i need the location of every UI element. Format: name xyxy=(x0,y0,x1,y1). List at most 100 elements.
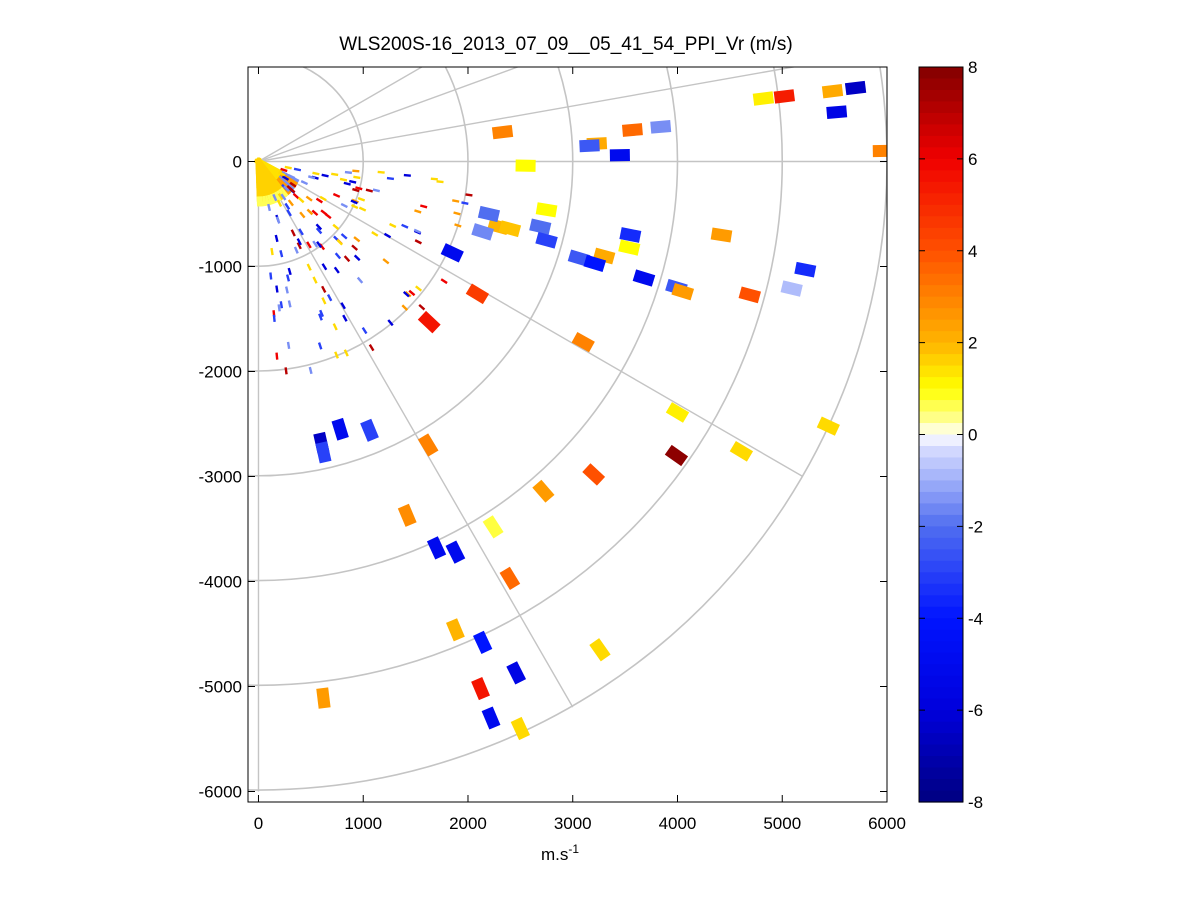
sparse-gate xyxy=(377,170,385,174)
sparse-gate xyxy=(340,302,346,310)
sparse-gate xyxy=(402,290,410,298)
sparse-gate xyxy=(352,187,360,193)
velocity-point xyxy=(710,227,733,243)
colorbar-band xyxy=(919,664,963,677)
sparse-gate xyxy=(408,289,416,297)
sparse-gate xyxy=(336,238,344,246)
sparse-gate xyxy=(352,169,360,173)
sparse-gate xyxy=(275,216,281,224)
colorbar-band xyxy=(919,411,963,424)
sparse-gate xyxy=(306,241,312,249)
sparse-gate xyxy=(454,223,462,228)
sparse-gate xyxy=(334,252,342,260)
colorbar-band xyxy=(919,342,963,355)
colorbar-tick-label: -8 xyxy=(968,793,983,812)
sparse-gate xyxy=(305,195,313,202)
velocity-point xyxy=(589,638,611,662)
velocity-point xyxy=(445,540,466,564)
colorbar-tick-label: 2 xyxy=(968,334,977,353)
colorbar-band xyxy=(919,112,963,126)
x-tick-label: 0 xyxy=(254,814,263,833)
colorbar-tick-label: -6 xyxy=(968,701,983,720)
sparse-gate xyxy=(306,208,314,216)
colorbar-band xyxy=(919,687,963,700)
x-tick-label: 1000 xyxy=(344,814,382,833)
sparse-gate xyxy=(272,314,276,322)
colorbar-band xyxy=(919,756,963,769)
velocity-point xyxy=(445,618,465,642)
sparse-gate xyxy=(383,232,392,239)
sparse-gate xyxy=(389,222,397,229)
sparse-gate xyxy=(357,196,366,202)
sparse-gate xyxy=(283,185,290,192)
velocity-point xyxy=(397,503,417,527)
velocity-point xyxy=(417,433,439,457)
velocity-point xyxy=(360,418,379,442)
colorbar-ticks: 8 6 4 2 0 -2 -4 -6 -8 xyxy=(919,58,983,812)
velocity-point xyxy=(491,124,514,140)
sparse-gate xyxy=(272,193,278,202)
sparse-gate xyxy=(461,201,469,205)
sparse-gate xyxy=(315,197,323,204)
sparse-gate xyxy=(277,192,284,201)
velocity-point xyxy=(650,120,672,134)
sparse-gate xyxy=(276,199,283,207)
bearing-line xyxy=(258,67,798,163)
y-tick-label: -6000 xyxy=(199,783,242,802)
velocity-point xyxy=(826,105,848,119)
colorbar-band xyxy=(919,537,963,550)
sparse-gate xyxy=(365,188,374,193)
colorbar-band xyxy=(919,135,963,148)
velocity-point xyxy=(609,149,630,162)
sparse-gate xyxy=(284,202,291,210)
velocity-point xyxy=(417,310,441,334)
sparse-gate xyxy=(436,180,444,184)
colorbar-band xyxy=(919,560,963,573)
sparse-gate xyxy=(286,209,292,217)
colorbar-band xyxy=(919,388,963,401)
colorbar-band xyxy=(919,767,963,780)
sparse-gate xyxy=(317,342,323,350)
colorbar-band xyxy=(919,595,963,608)
velocity-point xyxy=(579,139,600,153)
velocity-point xyxy=(738,286,761,304)
colorbar-tick-label: -4 xyxy=(968,609,983,628)
sparse-gate xyxy=(315,223,323,231)
velocity-point xyxy=(471,677,490,701)
sparse-gate xyxy=(353,236,361,243)
colorbar-band xyxy=(919,549,963,562)
colorbar-band xyxy=(919,710,963,723)
colorbar-band xyxy=(919,445,963,459)
sparse-gate xyxy=(287,300,292,308)
sparse-gate xyxy=(372,188,381,193)
sparse-gate xyxy=(353,254,361,262)
velocity-point xyxy=(816,416,840,436)
sparse-gate xyxy=(334,351,339,359)
colorbar-band xyxy=(919,365,963,378)
colorbar-band xyxy=(919,790,963,803)
sparse-gate xyxy=(312,276,318,284)
sparse-gate xyxy=(344,170,353,175)
sparse-gate xyxy=(287,267,292,276)
sparse-gate xyxy=(311,209,319,217)
sparse-gate xyxy=(350,199,358,205)
colorbar-band xyxy=(919,204,963,217)
colorbar-band xyxy=(919,572,963,585)
colorbar-band xyxy=(919,423,963,436)
sparse-gate xyxy=(368,343,375,352)
x-axis-label-superscript: -1 xyxy=(568,842,579,856)
colorbar-tick-label: 8 xyxy=(968,58,977,77)
colorbar-band xyxy=(919,296,963,309)
sparse-gate xyxy=(286,184,294,192)
velocity-point xyxy=(515,159,536,172)
sparse-gate xyxy=(382,258,390,265)
sparse-gate xyxy=(358,206,367,212)
velocity-point xyxy=(535,202,558,218)
y-axis-ticks: 0 -1000 -2000 -3000 -4000 -5000 -6000 xyxy=(199,153,887,802)
colorbar-band xyxy=(919,331,963,344)
colorbar-band xyxy=(919,629,963,642)
velocity-point xyxy=(571,332,595,353)
sparse-gate xyxy=(312,171,320,176)
sparse-gate xyxy=(275,285,279,293)
sparse-gate xyxy=(312,240,319,248)
